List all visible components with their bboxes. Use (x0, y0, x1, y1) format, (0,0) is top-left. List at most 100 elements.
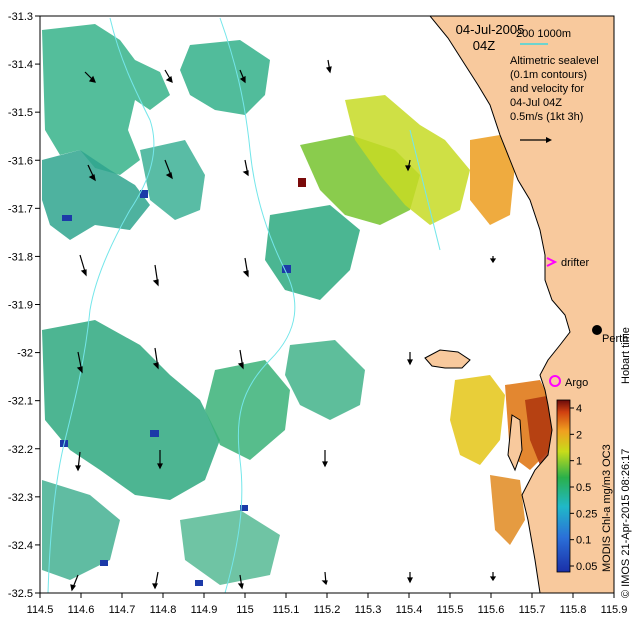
velocity-arrow (405, 159, 411, 172)
colorbar-tick-label: 0.05 (576, 561, 597, 573)
bathymetry-contours (47, 17, 441, 593)
colorbar-tick-label: 0.5 (576, 482, 591, 494)
colorbar-tick-label: 0.25 (576, 508, 597, 520)
legend-line-4: 04-Jul 04Z (510, 97, 562, 109)
map-date: 04-Jul-2005 (456, 22, 525, 37)
velocity-arrow (164, 159, 173, 180)
lon-tick-label: 115.9 (601, 604, 628, 616)
velocity-arrow (237, 574, 244, 590)
legend-line-5: 0.5m/s (1kt 3h) (510, 111, 583, 123)
latitude-axis: -31.3 -31.4 -31.5 -31.6 -31.7 -31.8 -31.9 -32 -3… (8, 11, 40, 600)
lat-tick-label: -31.8 (8, 251, 33, 263)
chlorophyll-layer (42, 24, 560, 586)
velocity-arrow (489, 256, 497, 264)
bathy-contour-1000m (219, 17, 296, 593)
chl-patch-center-east (285, 340, 365, 420)
garden-island (507, 414, 523, 472)
velocity-arrow (242, 159, 249, 177)
velocity-arrow (76, 351, 83, 374)
credit-label: MODIS Chl-a mg/m3 OC3 (601, 444, 613, 572)
velocity-arrows (70, 59, 497, 592)
lon-tick-label: 114.5 (27, 604, 54, 616)
chl-speck-blue (100, 560, 108, 566)
argo-marker (549, 375, 561, 387)
map-time: 04Z (473, 38, 495, 53)
velocity-arrow (75, 451, 81, 472)
lon-tick-label: 115.6 (478, 604, 505, 616)
chl-patch-north-center (180, 40, 270, 115)
colorbar-ticks: 4 2 1 0.5 0.25 0.1 0.05 (570, 403, 597, 573)
velocity-arrow (322, 450, 328, 468)
velocity-arrow (407, 572, 413, 584)
chl-patch-southwest (42, 320, 220, 500)
lon-tick-label: 114.9 (191, 604, 218, 616)
colorbar-tick-label: 4 (576, 403, 582, 415)
colorbar-tick-label: 2 (576, 429, 582, 441)
lat-tick-label: -32.2 (8, 444, 33, 456)
legend-velocity-arrow (520, 137, 552, 143)
chl-speck-blue (195, 580, 203, 586)
lat-tick-label: -32 (17, 348, 33, 360)
lon-tick-label: 114.6 (68, 604, 95, 616)
chl-speck-blue (150, 430, 159, 437)
drifter-marker (546, 257, 558, 267)
velocity-arrow (242, 257, 249, 278)
rottnest-island (424, 349, 471, 369)
lon-tick-label: 114.8 (150, 604, 177, 616)
lon-tick-label: 115.4 (396, 604, 423, 616)
chl-speck-blue (140, 190, 148, 198)
lon-tick-label: 115 (236, 604, 254, 616)
velocity-arrow (237, 349, 244, 370)
chl-patch-mid (265, 205, 360, 300)
velocity-arrow (321, 571, 328, 586)
velocity-arrow (152, 347, 159, 370)
chl-patch-south-coast-orange (490, 475, 525, 545)
chl-patch-south-center (205, 360, 290, 460)
lat-tick-label: -32.3 (8, 492, 33, 504)
colorbar-tick-label: 0.1 (576, 535, 591, 547)
lon-tick-label: 115.3 (355, 604, 382, 616)
velocity-arrow (87, 164, 96, 182)
scale-label: 200 1000m (516, 28, 571, 40)
lon-tick-label: 115.5 (437, 604, 464, 616)
lon-tick-label: 115.2 (314, 604, 341, 616)
lat-tick-label: -32.1 (8, 396, 33, 408)
legend-line-2: (0.1m contours) (510, 69, 587, 81)
chl-patch-north-west (42, 24, 170, 175)
hobart-time-label: Hobart time (620, 327, 632, 384)
chl-patch-orange-north (470, 135, 515, 225)
velocity-arrow (489, 572, 497, 582)
chl-patch-coast-yellow (450, 375, 505, 465)
lat-tick-label: -31.7 (8, 203, 33, 215)
chl-patch-south-west-2 (42, 480, 120, 580)
chl-patch-yellow (345, 95, 470, 225)
colorbar-tick-label: 1 (576, 456, 582, 468)
velocity-arrow (157, 450, 163, 470)
perth-label: Perth (602, 333, 628, 345)
chl-patch-south-green (180, 510, 280, 585)
lon-tick-label: 115.7 (519, 604, 546, 616)
lat-tick-label: -31.6 (8, 155, 33, 167)
lat-tick-label: -31.9 (8, 300, 33, 312)
lon-tick-label: 115.1 (273, 604, 300, 616)
perth-marker (592, 325, 602, 335)
lat-tick-label: -32.4 (8, 540, 33, 552)
lat-tick-label: -31.3 (8, 11, 33, 23)
legend-line-1: Altimetric sealevel (510, 55, 599, 67)
velocity-arrow (325, 59, 332, 74)
argo-label: Argo (565, 377, 588, 389)
lat-tick-label: -32.5 (8, 588, 33, 600)
lat-tick-label: -31.4 (8, 59, 33, 71)
colorbar (556, 399, 571, 573)
velocity-arrow (152, 264, 159, 287)
velocity-arrow (164, 69, 173, 83)
legend-line-3: and velocity for (510, 83, 584, 95)
bathy-contour-200m (47, 17, 155, 593)
velocity-arrow (79, 254, 87, 277)
velocity-arrow (152, 571, 159, 590)
lon-tick-label: 115.8 (560, 604, 587, 616)
velocity-arrow (84, 71, 96, 83)
lat-tick-label: -31.5 (8, 107, 33, 119)
chl-speck-darkred (298, 178, 306, 187)
